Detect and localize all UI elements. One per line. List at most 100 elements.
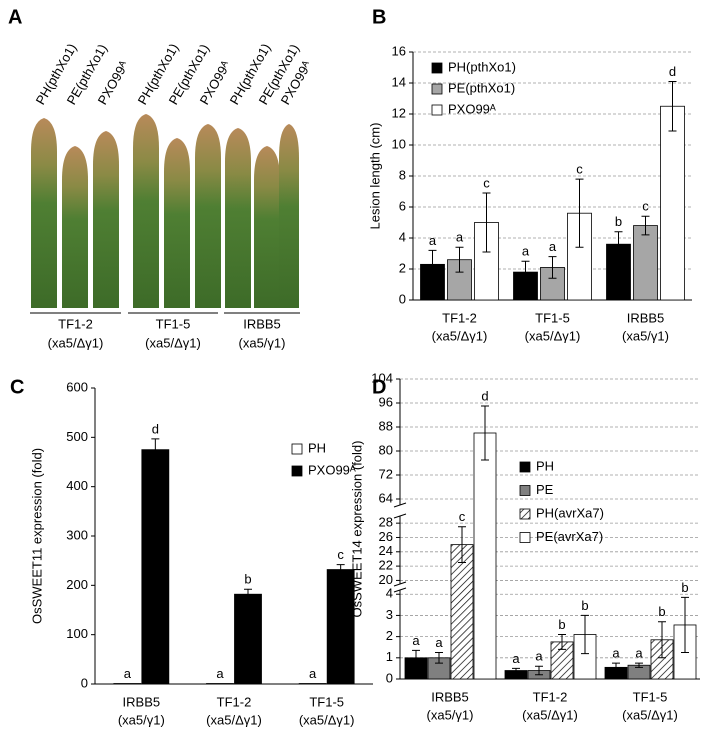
significance-letter: a bbox=[216, 666, 224, 681]
error-bar bbox=[558, 634, 566, 650]
axis-break bbox=[393, 581, 407, 587]
y-tick-label: 0 bbox=[81, 675, 88, 690]
panel-label: D bbox=[372, 376, 386, 398]
legend-label: PXO99ᴬ bbox=[308, 462, 356, 477]
significance-letter: b bbox=[615, 214, 622, 229]
leaf bbox=[93, 131, 119, 308]
error-bar bbox=[482, 192, 491, 253]
y-tick-label: 14 bbox=[392, 74, 406, 89]
significance-letter: a bbox=[435, 635, 443, 650]
y-tick-label: 10 bbox=[392, 136, 406, 151]
y-tick-label: 400 bbox=[66, 478, 88, 493]
y-tick-label: 1 bbox=[386, 649, 393, 664]
error-bar bbox=[668, 80, 677, 132]
group-label: (xa5/γ1) bbox=[239, 335, 286, 350]
error-bar bbox=[575, 178, 584, 248]
bar bbox=[473, 432, 497, 680]
axis-break bbox=[393, 513, 407, 519]
bar bbox=[450, 544, 474, 680]
x-tick-label: TF1-5 bbox=[309, 694, 344, 709]
error-bar bbox=[412, 649, 420, 666]
x-tick-label: IRBB5 bbox=[431, 689, 469, 704]
y-tick-label: 26 bbox=[379, 529, 393, 544]
leaf bbox=[225, 128, 251, 308]
y-tick-label: 4 bbox=[399, 229, 406, 244]
panel-label: A bbox=[8, 6, 22, 28]
y-tick-label: 3 bbox=[386, 607, 393, 622]
legend-swatch bbox=[519, 532, 531, 543]
significance-letter: b bbox=[558, 617, 565, 632]
significance-letter: a bbox=[309, 666, 317, 681]
significance-letter: a bbox=[635, 646, 643, 661]
y-tick-label: 6 bbox=[399, 198, 406, 213]
y-tick-label: 80 bbox=[379, 442, 393, 457]
y-tick-label: 600 bbox=[66, 379, 88, 394]
y-tick-label: 24 bbox=[379, 543, 393, 558]
error-bar bbox=[455, 246, 464, 273]
leaf bbox=[254, 146, 280, 308]
axis-break bbox=[393, 502, 407, 508]
significance-letter: d bbox=[152, 421, 159, 436]
legend-swatch bbox=[291, 465, 303, 477]
legend-swatch bbox=[431, 104, 443, 116]
bar bbox=[633, 225, 658, 301]
error-bar bbox=[535, 665, 543, 676]
error-bar bbox=[336, 564, 345, 575]
error-bar bbox=[512, 667, 520, 674]
y-tick-label: 4 bbox=[386, 586, 393, 601]
x-tick-label: TF1-2 bbox=[442, 310, 477, 325]
y-tick-label: 2 bbox=[399, 260, 406, 275]
group-label: (xa5/Δγ1) bbox=[145, 335, 201, 350]
error-bar bbox=[435, 652, 443, 664]
group-label: TF1-5 bbox=[156, 316, 191, 331]
significance-letter: b bbox=[658, 604, 665, 619]
x-tick-label: IRBB5 bbox=[123, 694, 161, 709]
bar bbox=[660, 105, 685, 301]
y-tick-label: 500 bbox=[66, 429, 88, 444]
significance-letter: c bbox=[337, 547, 344, 562]
significance-letter: c bbox=[459, 509, 466, 524]
error-bar bbox=[581, 614, 589, 655]
x-tick-label: (xa5/Δγ1) bbox=[299, 712, 355, 727]
legend-label: PE(avrXa7) bbox=[536, 529, 603, 544]
significance-letter: a bbox=[412, 633, 420, 648]
legend-label: PXO99ᴬ bbox=[448, 101, 496, 116]
legend-swatch bbox=[519, 461, 531, 473]
x-tick-label: (xa5/γ1) bbox=[622, 328, 669, 343]
group-label: (xa5/Δγ1) bbox=[48, 335, 104, 350]
bar bbox=[234, 593, 262, 685]
legend-swatch bbox=[431, 83, 443, 95]
y-axis-title: OsSWEET14 expression (fold) bbox=[349, 440, 364, 617]
error-bar bbox=[681, 596, 689, 654]
legend-swatch bbox=[519, 508, 531, 520]
group-label: IRBB5 bbox=[243, 316, 281, 331]
significance-letter: c bbox=[576, 162, 583, 177]
error-bar bbox=[548, 256, 557, 279]
error-bar bbox=[658, 621, 666, 659]
y-tick-label: 200 bbox=[66, 577, 88, 592]
significance-letter: a bbox=[549, 239, 557, 254]
significance-letter: d bbox=[669, 64, 676, 79]
significance-letter: a bbox=[522, 244, 530, 259]
significance-letter: c bbox=[483, 175, 490, 190]
significance-letter: a bbox=[612, 646, 620, 661]
legend-swatch bbox=[291, 443, 303, 455]
error-bar bbox=[612, 662, 620, 673]
error-bar bbox=[521, 260, 530, 284]
y-tick-label: 96 bbox=[379, 394, 393, 409]
y-axis-title: OsSWEET11 expression (fold) bbox=[29, 448, 44, 624]
significance-letter: b bbox=[681, 580, 688, 595]
x-tick-label: (xa5/Δγ1) bbox=[432, 328, 488, 343]
significance-letter: a bbox=[456, 230, 464, 245]
y-tick-label: 12 bbox=[392, 105, 406, 120]
x-tick-label: (xa5/Δγ1) bbox=[525, 328, 581, 343]
y-tick-label: 0 bbox=[399, 291, 406, 306]
legend-label: PE bbox=[536, 482, 554, 497]
leaf bbox=[133, 114, 159, 308]
x-tick-label: (xa5/γ1) bbox=[427, 707, 474, 722]
leaf bbox=[31, 118, 57, 308]
x-tick-label: (xa5/Δγ1) bbox=[522, 707, 578, 722]
significance-letter: b bbox=[244, 572, 251, 587]
error-bar bbox=[481, 405, 489, 461]
significance-letter: a bbox=[512, 651, 520, 666]
